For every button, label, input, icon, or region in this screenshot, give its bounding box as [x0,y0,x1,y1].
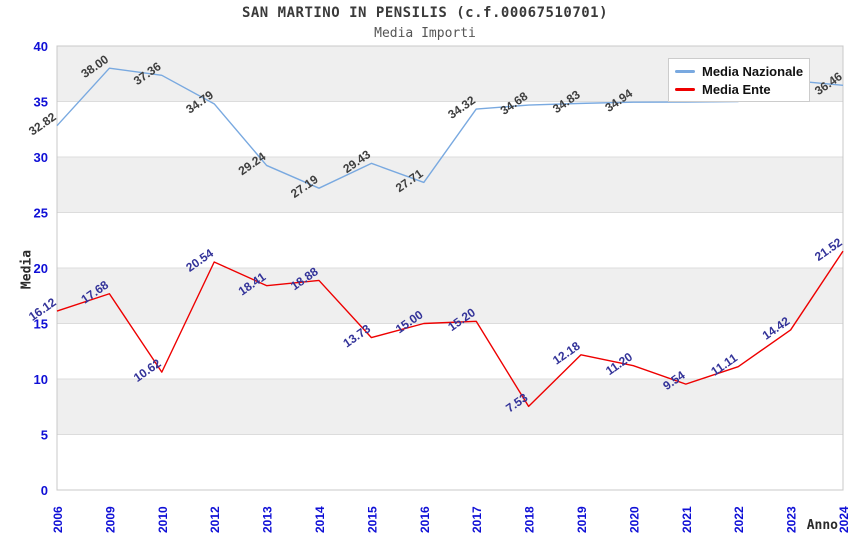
x-tick-label: 2015 [365,506,379,533]
x-tick-label: 2018 [523,506,537,533]
legend-label-media-nazionale: Media Nazionale [702,63,804,79]
y-tick-label: 20 [34,261,48,276]
y-tick-label: 5 [41,428,48,443]
legend: Media Nazionale Media Ente [668,58,810,102]
x-tick-label: 2017 [470,506,484,533]
y-tick-label: 0 [41,483,48,498]
y-tick-label: 15 [34,317,48,332]
data-label: 13.73 [340,321,373,350]
x-tick-label: 2020 [627,506,641,533]
y-tick-label: 10 [34,372,48,387]
x-tick-label: 2006 [51,506,65,533]
grid-band [57,268,843,324]
legend-item-media-nazionale: Media Nazionale [675,64,803,79]
grid-band [57,379,843,435]
x-tick-label: 2012 [208,506,222,533]
chart-title: SAN MARTINO IN PENSILIS (c.f.00067510701… [241,5,609,21]
grid-band [57,157,843,213]
x-axis-title: Anno [806,518,838,533]
y-tick-label: 35 [34,95,48,110]
legend-label-media-ente: Media Ente [702,81,771,97]
x-tick-label: 2014 [313,506,327,533]
x-tick-label: 2021 [680,506,694,533]
data-label: 12.18 [550,339,583,368]
x-tick-label: 2023 [785,506,799,533]
legend-line-sample-ente-icon [675,87,695,91]
legend-item-media-ente: Media Ente [675,82,803,97]
data-label: 21.52 [812,235,845,264]
y-axis-title: Media [19,249,35,290]
data-label: 32.82 [26,110,59,139]
y-tick-label: 40 [34,39,48,54]
chart-subtitle: Media Importi [374,26,476,41]
y-tick-label: 30 [34,150,48,165]
x-tick-label: 2024 [837,506,850,533]
x-tick-label: 2019 [575,506,589,533]
y-tick-label: 25 [34,206,48,221]
x-tick-label: 2010 [156,506,170,533]
x-tick-label: 2013 [261,506,275,533]
x-tick-label: 2016 [418,506,432,533]
x-tick-label: 2009 [103,506,117,533]
data-label: 11.11 [708,350,740,378]
x-tick-label: 2022 [732,506,746,533]
data-label: 11.20 [603,349,635,377]
plot-border [56,45,844,491]
series-line-media-ente [56,250,844,408]
legend-line-sample-nazionale-icon [675,69,695,73]
